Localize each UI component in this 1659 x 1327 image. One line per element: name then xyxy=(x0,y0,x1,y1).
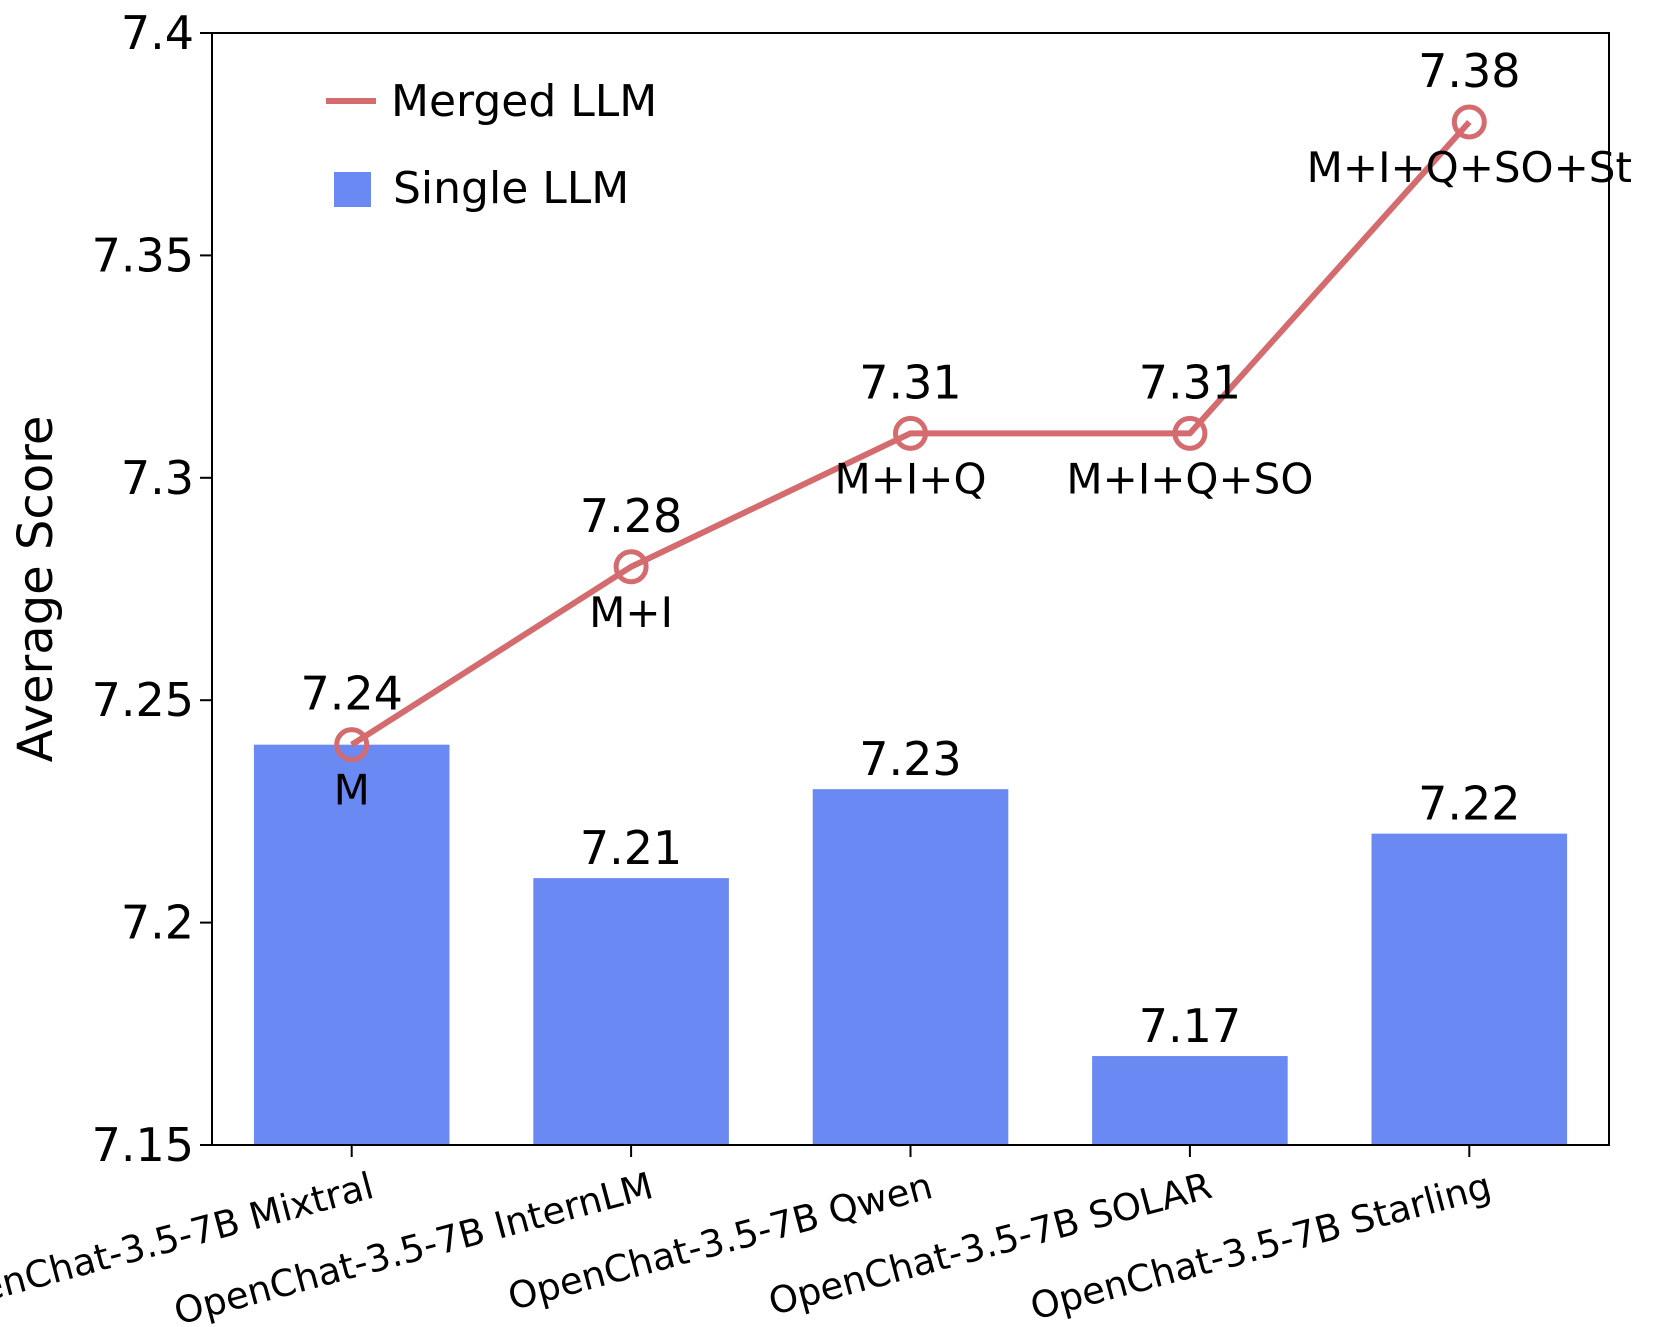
y-tick-label: 7.15 xyxy=(92,1118,194,1172)
bar-3 xyxy=(812,789,1009,1145)
data-labels-layer: 7.21 7.23 7.17 7.22 7.24 M 7.28 M+I 7.31 M+I+Q 7.3… xyxy=(300,44,1631,1053)
merged-combo-label: M+I+Q xyxy=(834,454,986,503)
y-tick-label: 7.3 xyxy=(121,451,194,505)
legend-entry-merged: Merged LLM xyxy=(391,76,657,127)
bar-value-label: 7.23 xyxy=(859,732,961,786)
x-tick-label: OpenChat-3.5-7B SOLAR xyxy=(764,1164,1216,1324)
bars-layer xyxy=(253,744,1568,1145)
merged-combo-label: M xyxy=(334,766,370,815)
merged-value-label: 7.38 xyxy=(1418,44,1520,98)
y-axis-label: Average Score xyxy=(8,416,64,763)
merged-llm-line xyxy=(350,119,1472,748)
merged-value-label: 7.31 xyxy=(859,355,961,409)
bar-2 xyxy=(533,878,729,1145)
bar-value-label: 7.21 xyxy=(580,821,682,875)
merged-point-1 xyxy=(334,727,370,763)
merged-point-4 xyxy=(1172,415,1208,451)
y-tick-label: 7.35 xyxy=(92,228,194,282)
legend-entry-single: Single LLM xyxy=(393,163,629,214)
merged-point-2 xyxy=(613,549,649,585)
y-axis: 7.15 7.2 7.25 7.3 7.35 7.4 xyxy=(92,6,212,1172)
x-tick-label: OpenChat-3.5-7B Starling xyxy=(1026,1164,1496,1327)
merged-combo-label: M+I+Q+SO+St xyxy=(1307,143,1632,192)
y-tick-label: 7.4 xyxy=(121,6,194,60)
x-tick-label: OpenChat-3.5-7B InternLM xyxy=(169,1164,657,1327)
bar-value-label: 7.17 xyxy=(1139,999,1241,1053)
y-tick-label: 7.25 xyxy=(92,673,194,727)
merged-value-label: 7.31 xyxy=(1139,355,1241,409)
merged-point-3 xyxy=(893,415,928,451)
merged-point-5 xyxy=(1451,104,1487,140)
bar-4 xyxy=(1092,1056,1288,1145)
merged-line-layer xyxy=(334,104,1487,763)
merged-value-label: 7.28 xyxy=(580,489,682,543)
bar-value-label: 7.22 xyxy=(1418,777,1520,831)
bar-5 xyxy=(1371,833,1568,1145)
legend-bar-swatch xyxy=(334,172,371,207)
merged-combo-label: M+I+Q+SO xyxy=(1066,454,1313,503)
merged-combo-label: M+I xyxy=(589,588,673,637)
y-tick-label: 7.2 xyxy=(121,896,194,950)
bar-1 xyxy=(253,744,450,1145)
merged-value-label: 7.24 xyxy=(300,667,402,721)
legend: Merged LLM Single LLM xyxy=(326,76,657,214)
